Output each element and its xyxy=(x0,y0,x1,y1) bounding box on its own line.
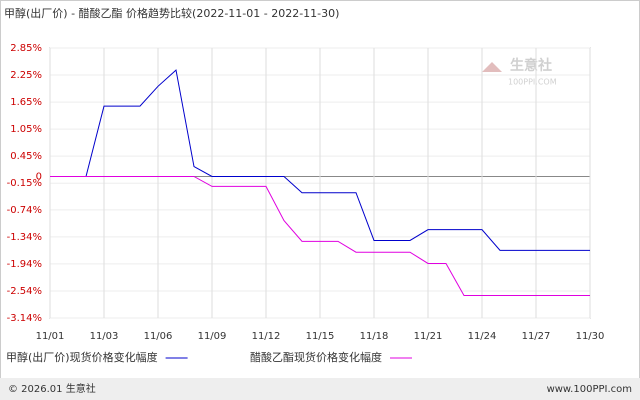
y-tick-label: 0.45% xyxy=(10,151,42,162)
legend-label: 甲醇(出厂价)现货价格变化幅度 xyxy=(6,350,158,364)
x-tick-label: 11/21 xyxy=(414,331,443,342)
x-tick-label: 11/15 xyxy=(306,331,335,342)
x-tick-label: 11/03 xyxy=(90,331,119,342)
y-tick-label: 1.65% xyxy=(10,97,42,108)
watermark: 生意社 100PPI.COM xyxy=(482,57,557,87)
y-tick-label: -1.94% xyxy=(7,259,42,270)
footer-right: www.100PPI.com xyxy=(547,384,632,395)
y-tick-label: 1.05% xyxy=(10,124,42,135)
y-tick-label: 0 xyxy=(36,171,42,182)
x-tick-label: 11/09 xyxy=(198,331,227,342)
x-tick-label: 11/18 xyxy=(360,331,389,342)
y-tick-label: -0.15% xyxy=(7,178,42,189)
x-tick-label: 11/01 xyxy=(36,331,65,342)
y-tick-label: 2.25% xyxy=(10,70,42,81)
footer-left: © 2026.01 生意社 xyxy=(8,382,96,395)
chart-title: 甲醇(出厂价) - 醋酸乙酯 价格趋势比较(2022-11-01 - 2022-… xyxy=(4,6,339,20)
x-tick-label: 11/12 xyxy=(252,331,281,342)
y-tick-label: -0.74% xyxy=(7,205,42,216)
x-tick-label: 11/06 xyxy=(144,331,173,342)
y-tick-label: -3.14% xyxy=(7,313,42,324)
y-tick-label: 2.85% xyxy=(10,43,42,54)
y-tick-label: -2.54% xyxy=(7,286,42,297)
watermark-name: 生意社 xyxy=(510,57,552,74)
series-line xyxy=(50,175,590,296)
legend-label: 醋酸乙酯现货价格变化幅度 xyxy=(250,350,382,364)
x-tick-label: 11/24 xyxy=(468,331,497,342)
y-tick-label: -1.34% xyxy=(7,232,42,243)
series-line xyxy=(50,69,590,251)
watermark-icon xyxy=(482,62,502,72)
footer-bar xyxy=(0,378,640,400)
x-tick-label: 11/30 xyxy=(576,331,605,342)
watermark-site: 100PPI.COM xyxy=(508,78,557,87)
x-tick-label: 11/27 xyxy=(522,331,551,342)
